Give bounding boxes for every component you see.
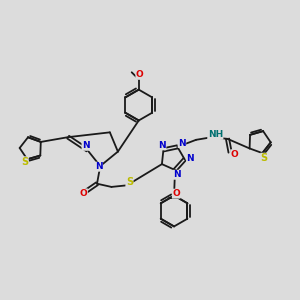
Text: N: N xyxy=(178,139,186,148)
Text: N: N xyxy=(173,170,181,179)
Text: N: N xyxy=(82,141,90,150)
Text: O: O xyxy=(172,189,180,198)
Text: O: O xyxy=(231,150,239,159)
Text: S: S xyxy=(126,177,133,187)
Text: N: N xyxy=(95,162,102,171)
Text: S: S xyxy=(261,153,268,163)
Text: O: O xyxy=(80,189,87,198)
Text: N: N xyxy=(158,141,166,150)
Text: O: O xyxy=(136,70,144,80)
Text: S: S xyxy=(21,157,28,167)
Text: NH: NH xyxy=(208,130,223,139)
Text: N: N xyxy=(187,154,194,163)
